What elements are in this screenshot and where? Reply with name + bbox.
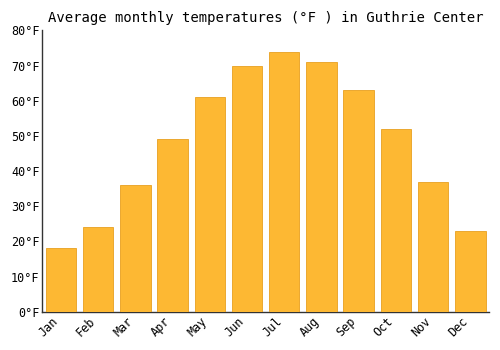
Bar: [46, 248, 76, 312]
Bar: [120, 185, 150, 312]
Bar: [418, 182, 448, 312]
Bar: [158, 139, 188, 312]
Title: Average monthly temperatures (°F ) in Guthrie Center: Average monthly temperatures (°F ) in Gu…: [48, 11, 484, 25]
Bar: [83, 228, 114, 312]
Bar: [380, 129, 411, 312]
Bar: [232, 65, 262, 312]
Bar: [194, 97, 225, 312]
Bar: [344, 90, 374, 312]
Bar: [306, 62, 336, 312]
Bar: [455, 231, 486, 312]
Bar: [269, 51, 300, 312]
